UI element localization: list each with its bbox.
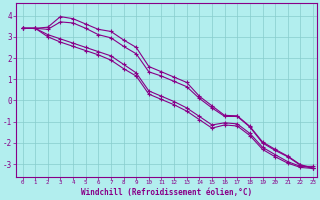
X-axis label: Windchill (Refroidissement éolien,°C): Windchill (Refroidissement éolien,°C) — [81, 188, 252, 197]
